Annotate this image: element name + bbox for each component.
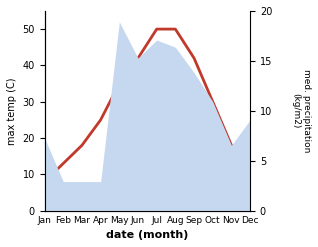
X-axis label: date (month): date (month) — [106, 230, 189, 240]
Y-axis label: med. precipitation
(kg/m2): med. precipitation (kg/m2) — [292, 69, 311, 152]
Y-axis label: max temp (C): max temp (C) — [7, 77, 17, 144]
